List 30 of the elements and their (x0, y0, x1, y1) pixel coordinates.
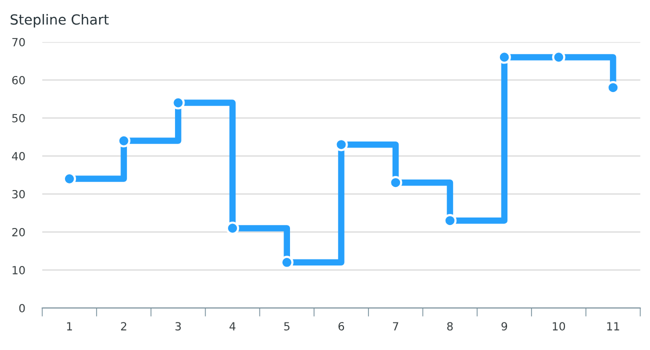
point (552, 50, 566, 64)
point (62, 172, 76, 186)
x-tick-label: 4 (230, 322, 236, 330)
y-tick-label: 30 (12, 190, 25, 198)
chart-title: Stepline Chart (10, 14, 109, 28)
point (117, 134, 130, 148)
y-tick-label: 0 (19, 304, 25, 312)
x-tick-label: 2 (121, 322, 126, 330)
y-tick-label: 40 (12, 152, 25, 160)
point (443, 214, 457, 228)
x-tick-label: 7 (392, 322, 398, 330)
point (226, 222, 240, 235)
x-tick-label: 9 (502, 322, 508, 330)
point (172, 96, 185, 110)
point (334, 138, 348, 152)
x-tick-label: 5 (284, 322, 290, 330)
x-tick-label: 8 (447, 322, 453, 330)
y-tick-label: 70 (12, 38, 25, 46)
y-tick-label: 60 (12, 76, 25, 84)
point (498, 50, 511, 64)
x-tick-label: 11 (607, 322, 620, 330)
y-tick-label: 10 (12, 266, 25, 274)
x-tick-label: 1 (67, 322, 72, 330)
x-tick-label: 3 (175, 322, 181, 330)
y-tick-label: 50 (12, 114, 25, 122)
x-tick-label: 10 (552, 322, 566, 330)
x-tick-label: 6 (338, 322, 344, 330)
point (389, 176, 402, 190)
y-tick-label: 20 (12, 228, 25, 236)
point (280, 256, 294, 269)
